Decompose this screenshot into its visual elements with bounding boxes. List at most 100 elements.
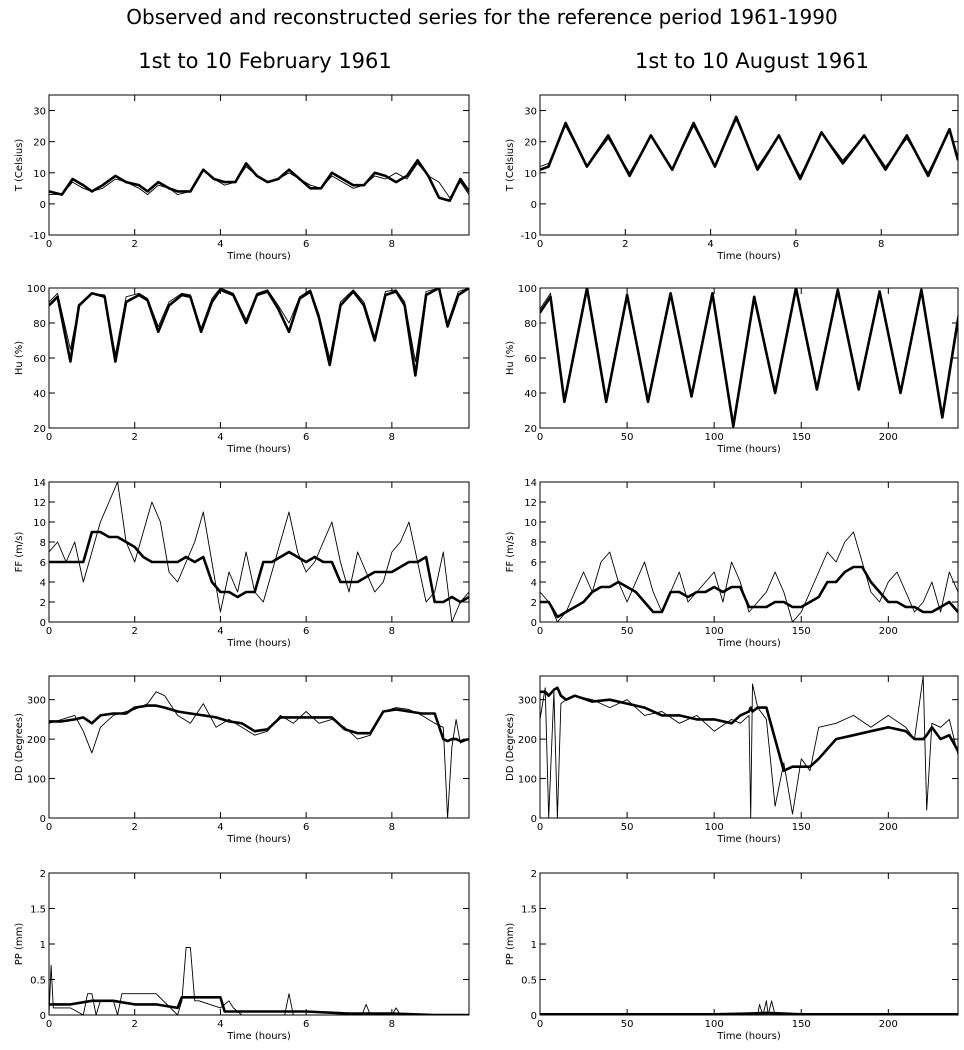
y-tick-label: 12: [33, 498, 46, 509]
y-tick-label: 2: [531, 598, 537, 609]
chart-panel-feb-PP: 0 0.5 1 1.5 2 0 2 4 6 8 Time (hours) PP (mm): [14, 869, 470, 1042]
y-axis-label: DD (Degrees): [505, 713, 516, 781]
y-tick-label: 100: [27, 284, 46, 295]
x-axis-label: Time (hours): [716, 834, 781, 845]
y-tick-label: -10: [521, 231, 537, 242]
x-tick-label: 8: [389, 822, 395, 833]
chart-panel-aug-DD: 0 100 200 300 0 50 100 150 200 Time (hours) DD (De…: [505, 675, 959, 845]
series-line-thin: [49, 162, 469, 199]
plot-frame: [48, 94, 470, 236]
y-tick-label: 0.5: [30, 976, 46, 987]
y-tick-label: 10: [33, 169, 46, 180]
y-axis-label: T (Celsius): [14, 139, 25, 193]
y-tick-label: 8: [40, 538, 46, 549]
y-tick-label: 1.5: [30, 905, 46, 916]
x-tick-label: 200: [879, 1019, 898, 1030]
plot-frame: [48, 872, 470, 1016]
series-line-thin: [49, 482, 469, 622]
x-tick-label: 0: [537, 1019, 543, 1030]
x-axis-label: Time (hours): [226, 1031, 291, 1042]
series-line-thick: [540, 115, 958, 181]
y-tick-label: 0: [40, 814, 46, 825]
y-tick-label: 10: [524, 169, 537, 180]
x-axis-label: Time (hours): [226, 251, 291, 262]
series-line-thick: [540, 565, 958, 619]
x-axis-label: Time (hours): [716, 251, 781, 262]
x-tick-label: 4: [217, 239, 223, 250]
y-tick-label: 0: [531, 618, 537, 629]
column-title-february: 1st to 10 February 1961: [138, 49, 392, 73]
series-line-thin: [540, 531, 958, 622]
x-tick-label: 100: [705, 432, 724, 443]
plot-frame: [539, 94, 959, 236]
y-tick-label: 14: [33, 478, 46, 489]
y-tick-label: 4: [531, 578, 537, 589]
x-tick-label: 100: [705, 626, 724, 637]
y-tick-label: 30: [524, 107, 537, 118]
y-tick-label: 0: [531, 200, 537, 211]
chart-panel-feb-DD: 0 100 200 300 0 2 4 6 8 Time (hours) DD (Degrees): [14, 675, 470, 845]
x-tick-label: 200: [879, 626, 898, 637]
y-axis-label: PP (mm): [14, 923, 25, 966]
y-tick-label: 8: [531, 538, 537, 549]
x-tick-label: 0: [46, 239, 52, 250]
x-tick-label: 200: [879, 432, 898, 443]
x-tick-label: 4: [707, 239, 713, 250]
x-tick-label: 50: [621, 432, 634, 443]
y-tick-label: 6: [40, 558, 46, 569]
series-line-thin: [540, 288, 958, 422]
y-tick-label: 4: [40, 578, 46, 589]
x-axis-label: Time (hours): [716, 444, 781, 455]
x-tick-label: 8: [389, 432, 395, 443]
x-axis-label: Time (hours): [226, 834, 291, 845]
y-tick-label: 40: [524, 389, 537, 400]
x-tick-label: 8: [878, 239, 884, 250]
x-tick-label: 2: [132, 626, 138, 637]
x-tick-label: 0: [537, 626, 543, 637]
x-tick-label: 8: [389, 239, 395, 250]
plot-frame: [539, 287, 959, 429]
y-tick-label: 300: [518, 696, 537, 707]
x-tick-label: 50: [621, 1019, 634, 1030]
y-axis-label: T (Celsius): [505, 139, 516, 193]
y-tick-label: 2: [40, 598, 46, 609]
y-tick-label: 0: [40, 1011, 46, 1022]
y-tick-label: 100: [518, 775, 537, 786]
y-tick-label: 1: [40, 940, 46, 951]
x-tick-label: 50: [621, 626, 634, 637]
x-tick-label: 50: [621, 822, 634, 833]
y-tick-label: 20: [33, 138, 46, 149]
x-axis-label: Time (hours): [226, 444, 291, 455]
x-tick-label: 200: [879, 822, 898, 833]
x-tick-label: 150: [792, 626, 811, 637]
y-tick-label: 2: [531, 869, 537, 880]
series-line-thin: [540, 676, 958, 818]
y-tick-label: 0.5: [521, 976, 537, 987]
y-tick-label: 20: [524, 138, 537, 149]
y-axis-label: FF (m/s): [14, 532, 25, 573]
series-line-thin: [49, 288, 469, 362]
y-tick-label: 1: [531, 940, 537, 951]
y-tick-label: 20: [33, 424, 46, 435]
x-tick-label: 6: [303, 822, 309, 833]
column-title-august: 1st to 10 August 1961: [635, 49, 869, 73]
chart-panel-aug-PP: 0 0.5 1 1.5 2 0 50 100 150 200 Time (hours) PP (mm): [505, 869, 959, 1042]
y-tick-label: 40: [33, 389, 46, 400]
y-tick-label: 14: [524, 478, 537, 489]
x-tick-label: 0: [537, 239, 543, 250]
x-tick-label: 2: [132, 239, 138, 250]
y-tick-label: 200: [518, 735, 537, 746]
y-tick-label: 20: [524, 424, 537, 435]
x-tick-label: 2: [132, 822, 138, 833]
x-tick-label: 8: [389, 626, 395, 637]
series-line-thick: [540, 686, 958, 773]
y-tick-label: 0: [40, 618, 46, 629]
plot-frame: [48, 675, 470, 819]
y-tick-label: 10: [33, 518, 46, 529]
x-tick-label: 2: [622, 239, 628, 250]
x-axis-label: Time (hours): [716, 1031, 781, 1042]
x-tick-label: 0: [46, 1019, 52, 1030]
y-tick-label: 80: [33, 319, 46, 330]
